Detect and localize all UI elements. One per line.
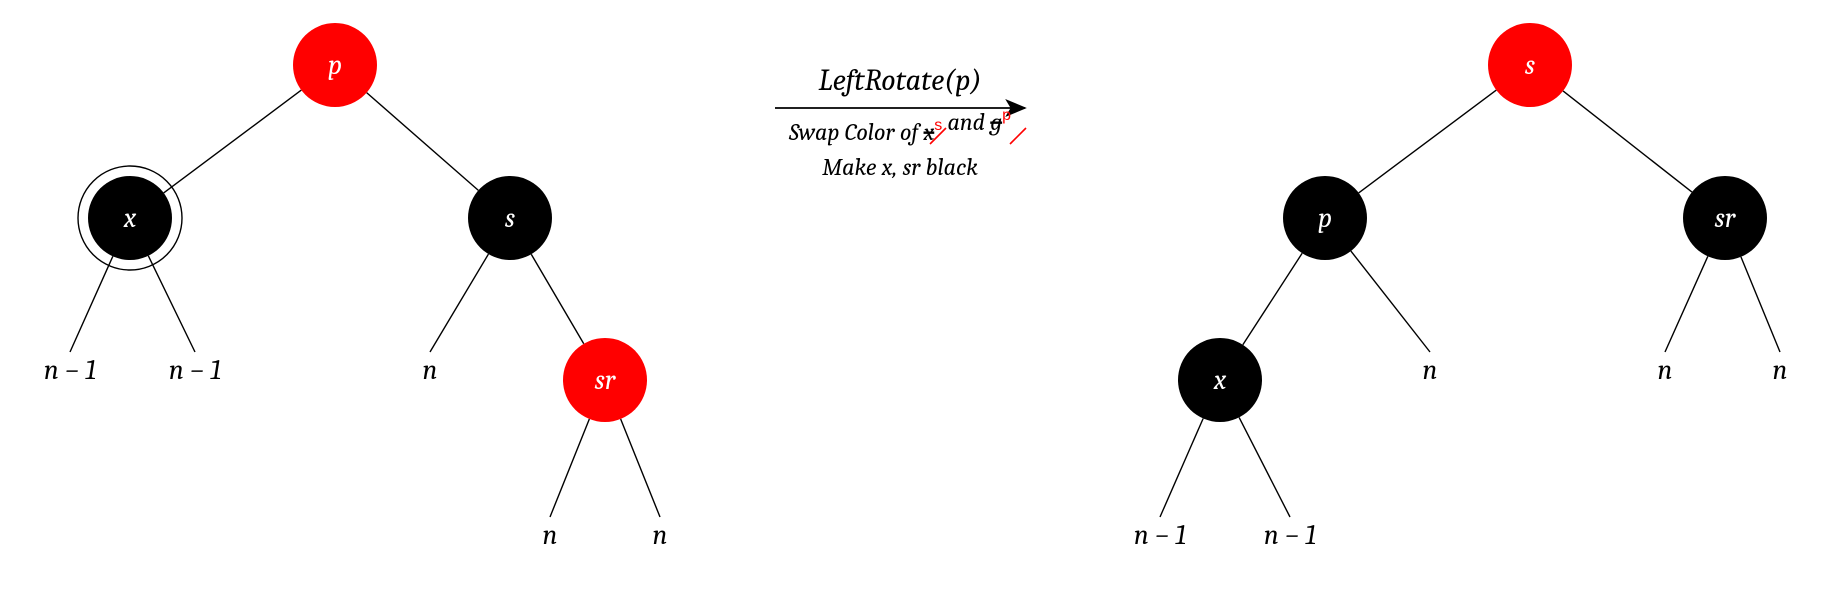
right-node-label-x: x <box>1213 364 1227 396</box>
left-leaf-edge <box>70 256 113 352</box>
left-leaf-label: n − 1 <box>44 354 96 386</box>
right-edge-p-x <box>1243 253 1302 345</box>
right-tree: n − 1 n − 1 n n n s p sr x <box>1134 23 1788 551</box>
left-edge-s-sr <box>531 254 584 344</box>
rb-tree-rotation-diagram: n − 1 n − 1 n n n p x s sr n − 1 n − 1 n n n s p sr x Le… <box>0 0 1844 598</box>
left-leaf-edge <box>430 254 488 352</box>
left-node-label-x: x <box>123 202 137 234</box>
right-edge-s-sr <box>1563 91 1692 192</box>
right-node-label-sr: sr <box>1715 202 1737 234</box>
left-leaf-label: n <box>543 519 558 551</box>
right-leaf-label: n − 1 <box>1134 519 1186 551</box>
strike-mark <box>1010 128 1026 144</box>
left-edge-p-x <box>164 90 302 193</box>
transition-annotation: LeftRotate(p) Swap Color of xs and gp Make… <box>775 63 1026 181</box>
right-leaf-label: n <box>1773 354 1788 386</box>
left-leaf-edge <box>148 256 195 352</box>
right-edge-s-p <box>1359 90 1497 193</box>
left-tree: n − 1 n − 1 n n n p x s sr <box>44 23 668 551</box>
left-leaf-edge <box>621 419 660 517</box>
left-node-label-p: p <box>328 49 342 81</box>
left-leaf-label: n <box>653 519 668 551</box>
left-leaf-label: n <box>423 354 438 386</box>
right-leaf-edge <box>1741 257 1780 352</box>
left-leaf-label: n − 1 <box>169 354 221 386</box>
right-node-label-s: s <box>1525 49 1535 81</box>
transition-swap-line: Swap Color of xs and gp <box>788 107 1011 146</box>
right-leaf-edge <box>1160 418 1203 517</box>
right-leaf-edge <box>1239 417 1290 517</box>
right-leaf-edge <box>1351 251 1430 352</box>
left-node-label-sr: sr <box>595 364 617 396</box>
left-leaf-edge <box>550 419 589 517</box>
left-node-label-s: s <box>505 202 515 234</box>
right-node-label-p: p <box>1318 202 1332 234</box>
left-edge-p-s <box>367 93 479 191</box>
right-leaf-label: n <box>1658 354 1673 386</box>
transition-make-black-line: Make x, sr black <box>822 153 978 181</box>
right-leaf-edge <box>1665 256 1708 352</box>
transition-heading: LeftRotate(p) <box>818 63 981 98</box>
right-leaf-label: n <box>1423 354 1438 386</box>
right-leaf-label: n − 1 <box>1264 519 1316 551</box>
